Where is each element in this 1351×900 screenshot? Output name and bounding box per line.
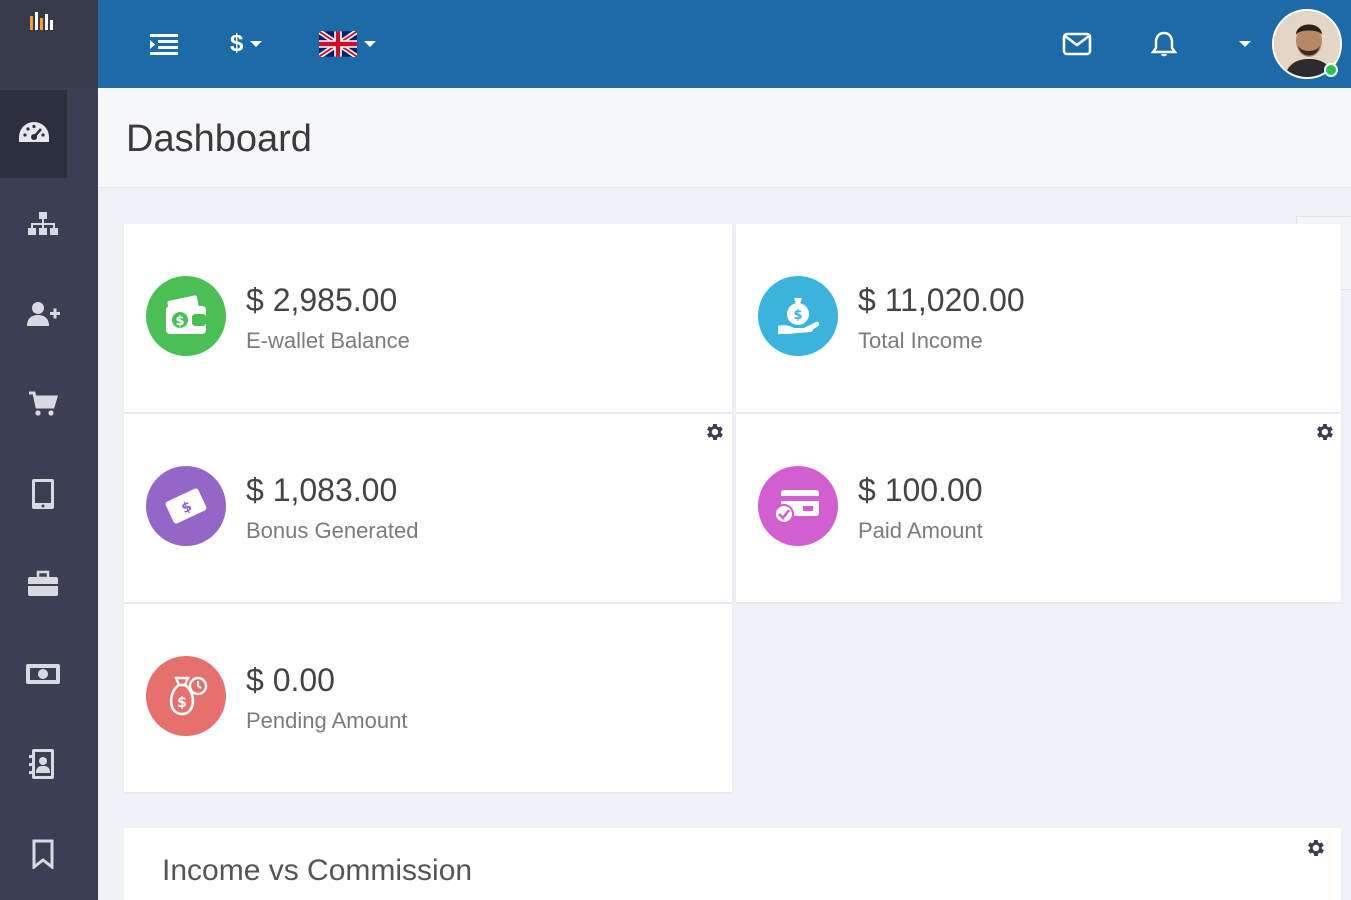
sidebar-item-bookmarks[interactable]: [0, 810, 98, 898]
dashboard-icon: [18, 122, 49, 142]
svg-text:$: $: [793, 308, 802, 323]
profile-dropdown-toggle[interactable]: [1232, 22, 1251, 66]
user-photo-icon: [1274, 11, 1340, 77]
pending-amount-card: $ $ 0.00 Pending Amount: [124, 604, 732, 792]
card-amount: $ 2,985.00: [246, 282, 398, 318]
logo-icon: [30, 12, 53, 30]
card-settings-button[interactable]: [702, 420, 726, 444]
uk-flag-icon: [319, 31, 357, 57]
sidebar-item-dashboard[interactable]: [0, 90, 67, 178]
card-amount: $ 0.00: [246, 662, 335, 698]
chevron-down-icon: [364, 41, 376, 47]
money-icon: [26, 664, 60, 684]
card-amount: $ 11,020.00: [858, 282, 1025, 318]
wallet-icon: $: [146, 276, 226, 356]
sidebar-item-payout[interactable]: [0, 630, 98, 718]
pending-bag-icon: $: [146, 656, 226, 736]
chevron-down-icon: [1239, 41, 1251, 47]
menu-toggle-icon: [150, 34, 178, 55]
page-title: Dashboard: [126, 118, 312, 160]
messages-button[interactable]: [1062, 22, 1092, 66]
total-income-card: $ $ 11,020.00 Total Income: [736, 224, 1341, 412]
panel-settings-button[interactable]: [1303, 836, 1327, 860]
bell-icon: [1150, 31, 1178, 57]
sidebar-item-add-user[interactable]: [0, 270, 98, 358]
logo[interactable]: [0, 0, 98, 88]
cart-icon: [29, 391, 59, 416]
add-user-icon: [27, 302, 60, 326]
card-amount: $ 1,083.00: [246, 472, 398, 508]
notifications-button[interactable]: [1150, 22, 1178, 66]
card-label: Bonus Generated: [246, 518, 419, 543]
sidebar-item-contacts[interactable]: [0, 720, 98, 808]
panel-title: Income vs Commission: [162, 854, 473, 887]
gear-icon: [707, 424, 723, 440]
card-amount: $ 100.00: [858, 472, 983, 508]
network-tree-icon: [28, 212, 58, 235]
card-settings-button[interactable]: [1312, 420, 1336, 444]
currency-symbol: $: [230, 30, 244, 57]
svg-text:$: $: [177, 695, 187, 711]
card-label: E-wallet Balance: [246, 328, 410, 353]
currency-dropdown[interactable]: $: [230, 22, 263, 66]
page-header: Dashboard: [98, 88, 1351, 188]
gear-icon: [1308, 840, 1324, 856]
card-label: Paid Amount: [858, 518, 983, 543]
mail-icon: [1062, 32, 1092, 56]
language-dropdown[interactable]: [319, 22, 376, 66]
card-label: Pending Amount: [246, 708, 408, 733]
card-label: Total Income: [858, 328, 983, 353]
ewallet-balance-card: $ $ 2,985.00 E-wallet Balance: [124, 224, 732, 412]
svg-text:$: $: [175, 314, 184, 329]
avatar[interactable]: [1272, 9, 1342, 79]
sidebar-item-shop[interactable]: [0, 360, 98, 448]
gear-icon: [1317, 424, 1333, 440]
bonus-envelope-icon: $: [146, 466, 226, 546]
online-status-indicator: [1324, 63, 1338, 77]
sidebar: [0, 0, 98, 900]
paid-card-icon: [758, 466, 838, 546]
tablet-icon: [32, 479, 54, 509]
income-vs-commission-panel: Income vs Commission: [124, 828, 1341, 900]
menu-toggle-button[interactable]: [150, 22, 178, 66]
top-navbar: $: [98, 0, 1351, 88]
sidebar-item-network[interactable]: [0, 180, 98, 268]
bookmark-icon: [32, 839, 54, 869]
sidebar-item-tablet[interactable]: [0, 450, 98, 538]
money-bag-hand-icon: $: [758, 276, 838, 356]
contact-book-icon: [29, 749, 54, 779]
chevron-down-icon: [250, 41, 263, 47]
paid-amount-card: $ 100.00 Paid Amount: [736, 414, 1341, 602]
sidebar-item-business[interactable]: [0, 540, 98, 628]
briefcase-icon: [28, 570, 58, 596]
bonus-generated-card: $ $ 1,083.00 Bonus Generated: [124, 414, 732, 602]
